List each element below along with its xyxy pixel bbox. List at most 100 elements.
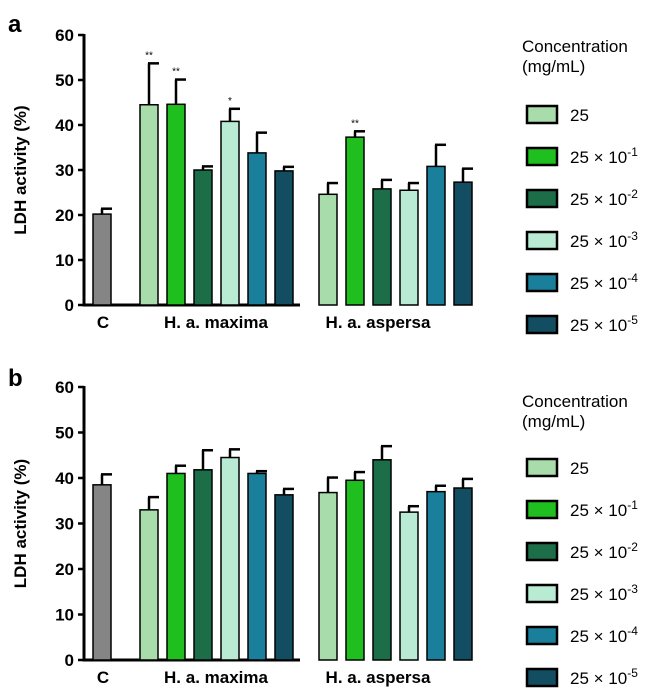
legend-label-base: 25 × 10 bbox=[570, 627, 627, 646]
legend-label: 25 bbox=[570, 106, 589, 125]
bar bbox=[426, 490, 446, 661]
y-tick-label: 40 bbox=[55, 116, 74, 135]
legend-label: 25 × 10-5 bbox=[570, 313, 638, 335]
legend-label-exponent: -5 bbox=[627, 666, 638, 680]
bar bbox=[220, 456, 240, 661]
y-tick-label: 10 bbox=[55, 606, 74, 625]
legend-label-base: 25 bbox=[570, 106, 589, 125]
bar bbox=[220, 120, 240, 306]
y-tick-label: 40 bbox=[55, 469, 74, 488]
legend-swatch bbox=[525, 230, 559, 251]
chart-panel-b: b LDH activity (%) 0 10 20 30 40 50 60 C H. a. max… bbox=[8, 365, 638, 688]
legend-swatch bbox=[525, 314, 559, 335]
panel-label: b bbox=[8, 365, 23, 392]
x-group-label: C bbox=[97, 668, 109, 687]
bar bbox=[345, 479, 365, 661]
panel-label: a bbox=[8, 11, 22, 38]
legend-swatch bbox=[525, 457, 559, 478]
bar bbox=[193, 469, 213, 661]
bar bbox=[247, 152, 267, 306]
bar bbox=[318, 491, 338, 661]
y-tick-label: 60 bbox=[55, 378, 74, 397]
bar bbox=[247, 472, 267, 661]
legend-swatch bbox=[525, 667, 559, 688]
legend-label: 25 × 10-5 bbox=[570, 666, 638, 688]
legend-label-exponent: -3 bbox=[627, 229, 638, 243]
bar bbox=[345, 136, 365, 306]
legend-label-exponent: -1 bbox=[627, 498, 638, 512]
x-group-label: H. a. maxima bbox=[164, 668, 268, 687]
legend-label-exponent: -4 bbox=[627, 624, 638, 638]
legend-label-exponent: -1 bbox=[627, 145, 638, 159]
legend-label-exponent: -2 bbox=[627, 540, 638, 554]
significance-mark: ** bbox=[351, 118, 359, 129]
legend-label-exponent: -5 bbox=[627, 313, 638, 327]
x-group-label: H. a. aspersa bbox=[326, 668, 431, 687]
bar bbox=[274, 494, 294, 661]
significance-mark: ** bbox=[172, 67, 180, 78]
bar bbox=[193, 169, 213, 306]
legend-label-base: 25 × 10 bbox=[570, 148, 627, 167]
legend-swatch bbox=[525, 104, 559, 125]
legend-label-exponent: -3 bbox=[627, 582, 638, 596]
legend-swatch bbox=[525, 583, 559, 604]
bar bbox=[426, 165, 446, 306]
legend-label-base: 25 × 10 bbox=[570, 232, 627, 251]
legend-label-base: 25 × 10 bbox=[570, 274, 627, 293]
significance-mark: ** bbox=[145, 50, 153, 61]
bar bbox=[372, 188, 392, 306]
bar bbox=[139, 509, 159, 661]
legend-swatch bbox=[525, 188, 559, 209]
y-tick-label: 50 bbox=[55, 424, 74, 443]
legend-swatch bbox=[525, 272, 559, 293]
y-tick-label: 20 bbox=[55, 206, 74, 225]
legend-label: 25 bbox=[570, 459, 589, 478]
bar bbox=[166, 103, 186, 306]
legend-label: 25 × 10-1 bbox=[570, 145, 638, 167]
legend-label-exponent: -2 bbox=[627, 187, 638, 201]
bar bbox=[453, 487, 473, 661]
legend-label: 25 × 10-4 bbox=[570, 624, 638, 646]
bar bbox=[318, 193, 338, 306]
legend-swatch bbox=[525, 146, 559, 167]
legend-label-base: 25 × 10 bbox=[570, 501, 627, 520]
legend-title: (mg/mL) bbox=[522, 57, 585, 76]
legend-label: 25 × 10-2 bbox=[570, 187, 638, 209]
legend-title: Concentration bbox=[522, 392, 628, 411]
legend-label-base: 25 × 10 bbox=[570, 669, 627, 688]
y-tick-label: 30 bbox=[55, 161, 74, 180]
legend-swatch bbox=[525, 625, 559, 646]
bar bbox=[92, 484, 112, 661]
legend-title: Concentration bbox=[522, 37, 628, 56]
bar bbox=[92, 213, 112, 306]
y-axis-title: LDH activity (%) bbox=[11, 459, 30, 588]
bar bbox=[372, 459, 392, 661]
bar bbox=[453, 181, 473, 306]
bar bbox=[399, 511, 419, 661]
legend-label: 25 × 10-2 bbox=[570, 540, 638, 562]
significance-mark: * bbox=[228, 96, 232, 107]
y-tick-label: 30 bbox=[55, 515, 74, 534]
legend-label: 25 × 10-3 bbox=[570, 229, 638, 251]
legend-swatch bbox=[525, 541, 559, 562]
legend-label-base: 25 × 10 bbox=[570, 585, 627, 604]
legend-label: 25 × 10-1 bbox=[570, 498, 638, 520]
legend-label: 25 × 10-4 bbox=[570, 271, 638, 293]
y-tick-label: 0 bbox=[65, 651, 74, 670]
x-group-label: C bbox=[97, 313, 109, 332]
legend-label-base: 25 × 10 bbox=[570, 190, 627, 209]
bar bbox=[139, 104, 159, 306]
y-tick-label: 20 bbox=[55, 560, 74, 579]
y-axis-title: LDH activity (%) bbox=[11, 105, 30, 234]
y-tick-label: 60 bbox=[55, 26, 74, 45]
bar bbox=[274, 170, 294, 306]
legend-label-base: 25 bbox=[570, 459, 589, 478]
bar bbox=[166, 472, 186, 661]
y-tick-label: 50 bbox=[55, 71, 74, 90]
legend-label-base: 25 × 10 bbox=[570, 543, 627, 562]
x-group-label: H. a. aspersa bbox=[326, 313, 431, 332]
y-tick-label: 10 bbox=[55, 251, 74, 270]
x-group-label: H. a. maxima bbox=[164, 313, 268, 332]
